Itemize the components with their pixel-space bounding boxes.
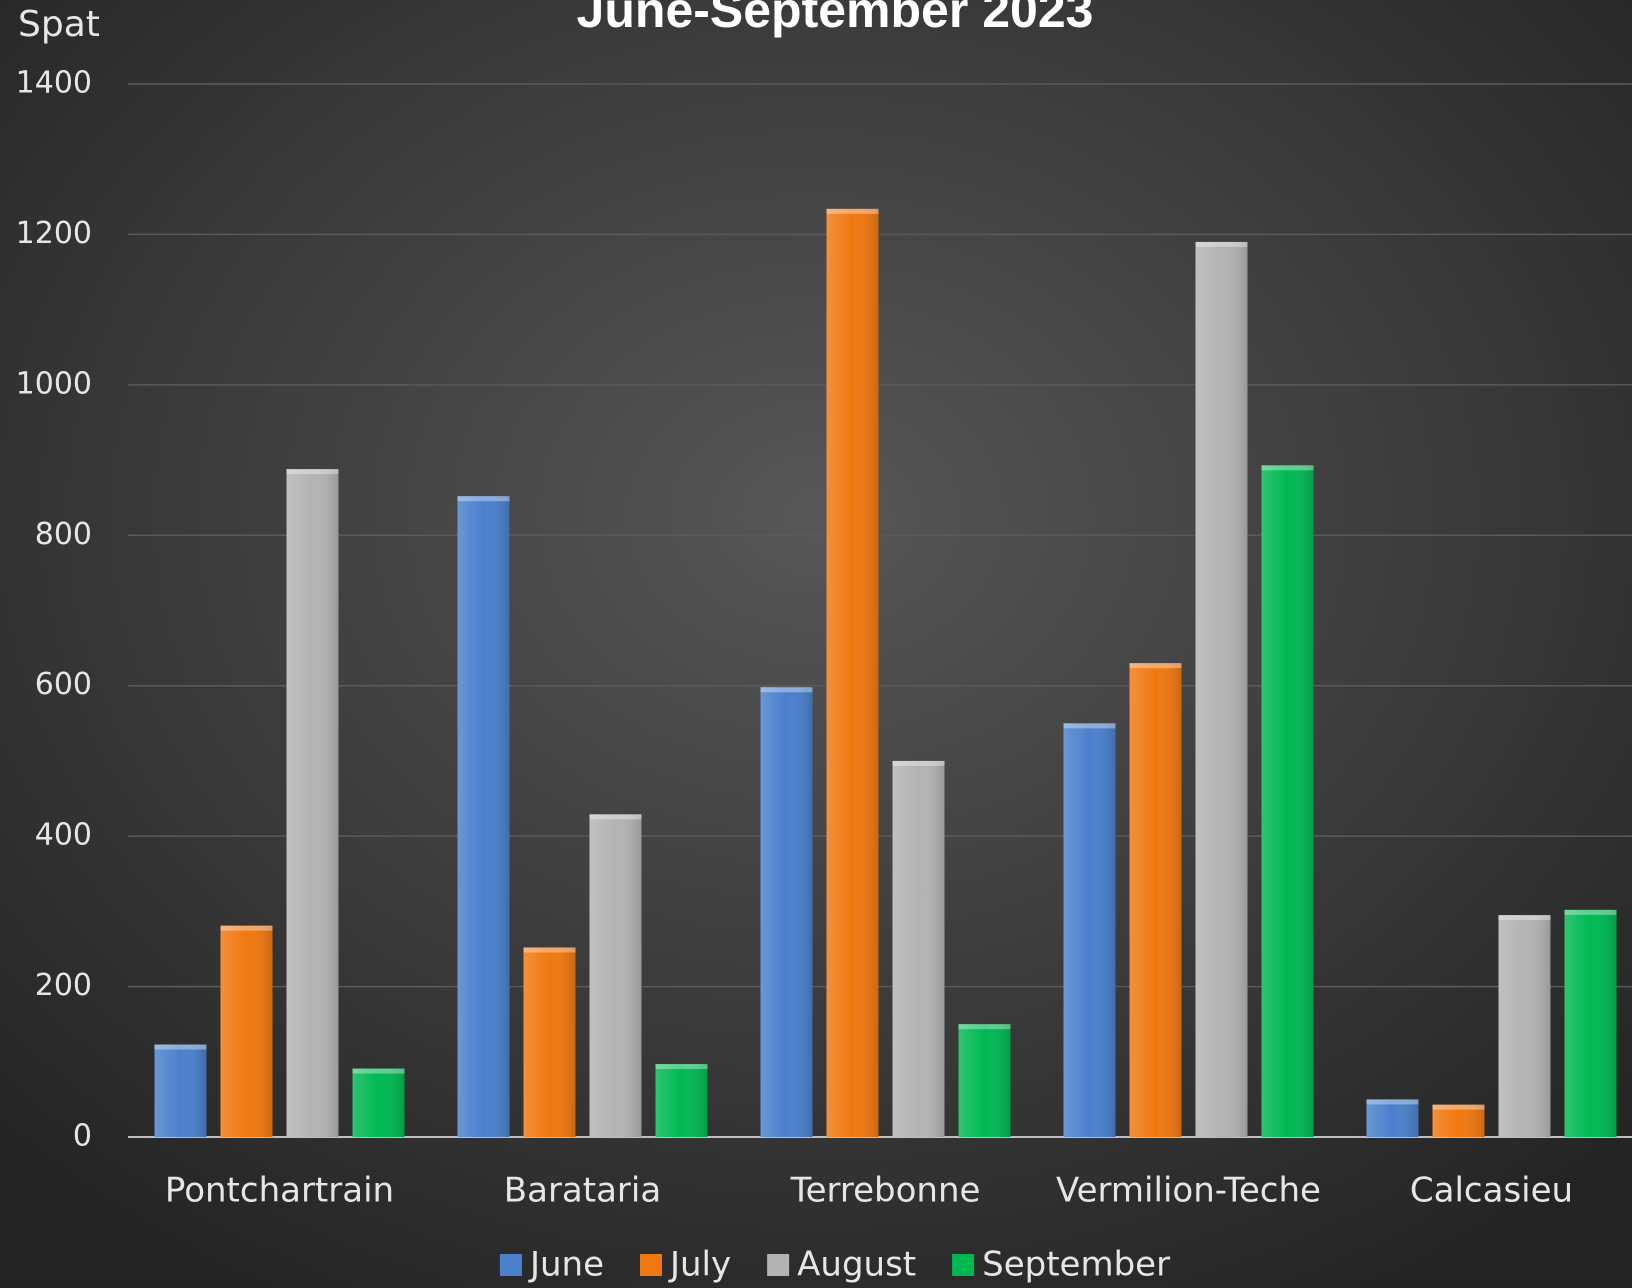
bar <box>892 760 945 1137</box>
bar-cap <box>1129 663 1182 669</box>
bar-cap <box>655 1064 708 1070</box>
bar-cap <box>286 469 339 475</box>
bar-cap <box>1432 1104 1485 1110</box>
bar <box>286 469 339 1137</box>
legend-label: June <box>528 1245 604 1285</box>
chart-title: June-September 2023 <box>577 0 1094 38</box>
bar-cap <box>1564 909 1617 915</box>
bar-cap <box>1261 465 1314 471</box>
legend-label: July <box>668 1245 731 1285</box>
bar-cap <box>457 496 510 502</box>
y-axis-label: Spat <box>18 4 100 45</box>
bar-cap <box>589 814 642 820</box>
y-tick-label: 400 <box>35 818 92 853</box>
x-tick-label: Barataria <box>504 1171 661 1211</box>
bar <box>154 1044 207 1137</box>
x-tick-label: Vermilion-Teche <box>1056 1171 1321 1211</box>
bar-cap <box>1063 723 1116 729</box>
y-tick-label: 1400 <box>16 66 92 101</box>
legend-label: September <box>982 1245 1170 1285</box>
bar <box>523 947 576 1137</box>
bar-cap <box>1195 241 1248 247</box>
legend-swatch <box>639 1254 662 1276</box>
bar-cap <box>958 1024 1011 1030</box>
legend-swatch <box>499 1254 522 1276</box>
bar <box>220 925 273 1137</box>
bar-cap <box>892 760 945 766</box>
bar <box>1564 909 1617 1137</box>
bar <box>589 814 642 1137</box>
y-tick-label: 800 <box>35 517 92 552</box>
bar <box>1129 663 1182 1137</box>
x-tick-label: Pontchartrain <box>165 1171 394 1211</box>
bar <box>1498 915 1551 1137</box>
bar <box>1195 241 1248 1137</box>
y-tick-label: 0 <box>73 1119 92 1154</box>
bar <box>760 687 813 1137</box>
bar <box>1261 465 1314 1137</box>
bar <box>1063 723 1116 1137</box>
bar <box>958 1024 1011 1137</box>
bar-cap <box>826 208 879 214</box>
bar <box>826 208 879 1137</box>
bar-cap <box>1366 1099 1419 1105</box>
legend-swatch <box>952 1254 975 1276</box>
y-tick-label: 200 <box>35 968 92 1003</box>
bar <box>1366 1099 1419 1137</box>
x-tick-label: Calcasieu <box>1410 1171 1573 1211</box>
y-tick-label: 600 <box>35 667 92 702</box>
x-tick-label: Terrebonne <box>790 1171 981 1211</box>
bar-cap <box>1498 915 1551 921</box>
bar <box>457 496 510 1137</box>
bar-cap <box>523 947 576 953</box>
y-tick-label: 1200 <box>16 216 92 251</box>
legend-swatch <box>767 1254 790 1276</box>
bar-cap <box>220 925 273 931</box>
bar <box>352 1068 405 1137</box>
bar-cap <box>154 1044 207 1050</box>
y-tick-label: 1000 <box>16 366 92 401</box>
bar-cap <box>760 687 813 693</box>
bar <box>655 1064 708 1137</box>
legend-label: August <box>797 1245 916 1285</box>
bar-cap <box>352 1068 405 1074</box>
